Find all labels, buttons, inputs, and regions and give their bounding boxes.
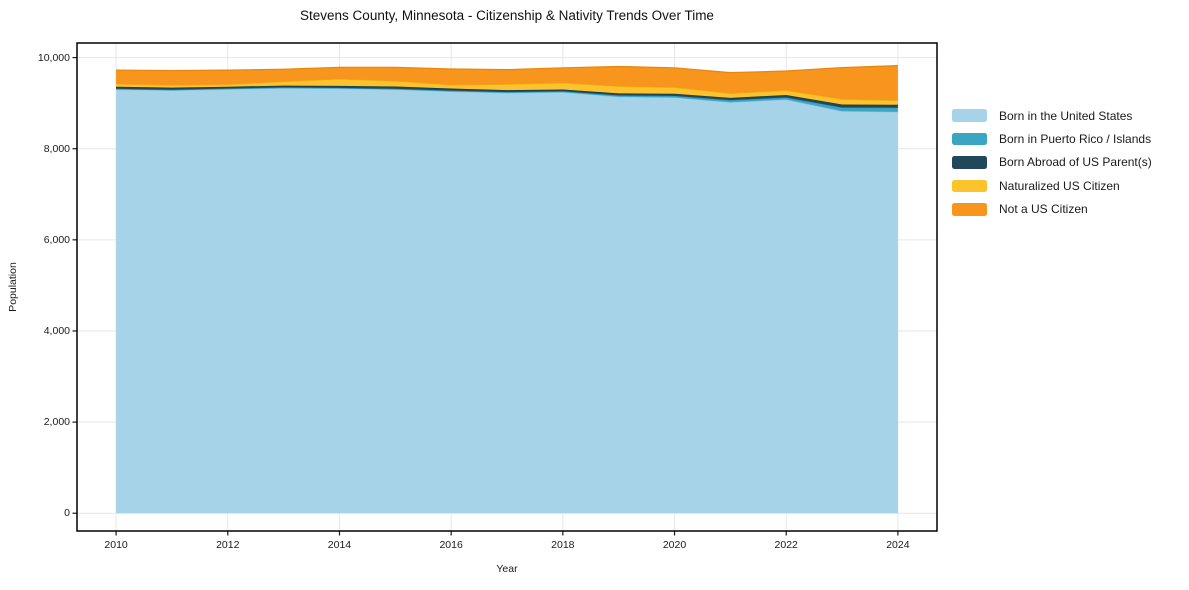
legend-label: Not a US Citizen [999, 202, 1088, 217]
x-axis-label: Year [496, 563, 518, 575]
y-tick-label: 10,000 [37, 51, 70, 64]
x-tick-label: 2024 [886, 539, 910, 551]
x-tick-label: 2016 [439, 539, 463, 551]
x-tick-label: 2020 [662, 539, 687, 551]
plot-border [76, 42, 938, 532]
legend-label: Born in Puerto Rico / Islands [999, 132, 1152, 147]
y-tick-label: 8,000 [43, 142, 70, 155]
legend-item-not-citizen: Not a US Citizen [952, 198, 1152, 221]
legend-item-born-us: Born in the United States [952, 104, 1152, 127]
area-series [116, 88, 898, 514]
legend-swatch-born-abroad-icon [952, 156, 987, 169]
legend: Born in the United States Born in Puerto… [952, 104, 1152, 221]
y-tick-label: 0 [64, 507, 70, 520]
legend-swatch-naturalized-icon [952, 179, 987, 193]
area-series [116, 79, 898, 105]
area-series [116, 65, 898, 101]
legend-swatch-born-us-icon [952, 109, 987, 122]
legend-swatch-born-pr-icon [952, 132, 987, 146]
stacked-area-series-group [116, 64, 898, 514]
x-tick-label: 2012 [216, 539, 240, 551]
x-tick-label: 2010 [104, 539, 128, 551]
x-tick-label: 2018 [551, 539, 575, 551]
legend-label: Born Abroad of US Parent(s) [999, 155, 1152, 170]
chart-title: Stevens County, Minnesota - Citizenship … [300, 8, 714, 23]
x-tick-label: 2014 [327, 539, 352, 551]
legend-item-born-abroad: Born Abroad of US Parent(s) [952, 151, 1152, 174]
x-tick-label: 2022 [774, 539, 798, 551]
y-axis-label: Population [7, 262, 19, 312]
legend-label: Born in the United States [999, 108, 1133, 123]
y-tick-label: 2,000 [43, 416, 70, 429]
legend-item-born-pr: Born in Puerto Rico / Islands [952, 127, 1152, 150]
y-tick-label: 6,000 [43, 233, 70, 246]
area-series-edge [116, 64, 898, 74]
y-tick-label: 4,000 [43, 324, 70, 337]
plot-area [72, 42, 938, 536]
legend-item-naturalized: Naturalized US Citizen [952, 174, 1152, 197]
legend-label: Naturalized US Citizen [999, 178, 1120, 193]
legend-swatch-not-citizen-icon [952, 203, 987, 216]
